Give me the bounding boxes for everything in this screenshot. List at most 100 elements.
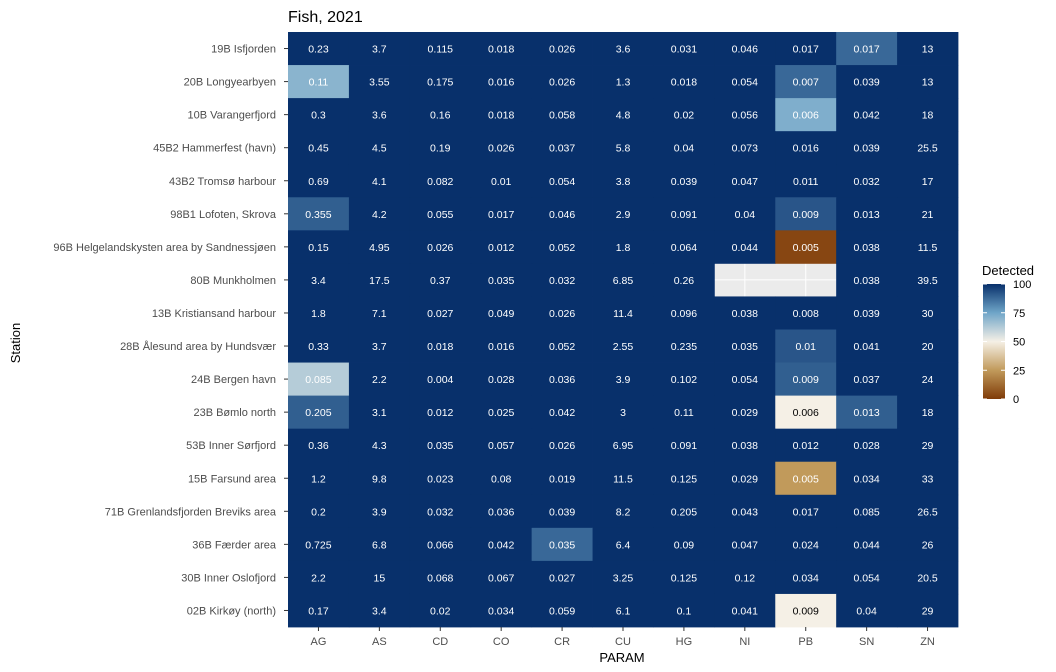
heatmap-cell [470, 164, 533, 198]
heatmap-cell [775, 65, 837, 99]
heatmap-cell [592, 65, 654, 99]
heatmap-cell [288, 65, 350, 99]
cell-value-label: 5.8 [616, 143, 631, 155]
heatmap-cell [592, 197, 654, 231]
cell-value-label: 0.205 [305, 407, 331, 419]
heatmap-cell [714, 164, 776, 198]
y-tick-label: 02B Kirkøy (north) [187, 605, 276, 617]
cell-value-label: 0.035 [427, 440, 453, 452]
cell-value-label: 0.04 [856, 605, 877, 617]
cell-value-label: 8.2 [616, 506, 631, 518]
y-tick-label: 30B Inner Oslofjord [181, 572, 276, 584]
heatmap-cell [897, 593, 959, 628]
cell-value-label: 0.026 [549, 440, 575, 452]
heatmap-cell [531, 131, 593, 165]
x-tick-label: NI [739, 636, 750, 648]
heatmap-cell [531, 494, 593, 529]
cell-value-label: 0.044 [853, 539, 879, 551]
heatmap-cell [592, 131, 654, 165]
cell-value-label: 0.12 [735, 572, 756, 584]
cell-value-label: 0.064 [671, 242, 697, 254]
heatmap-cell [836, 395, 898, 430]
heatmap-cell [836, 428, 898, 463]
cell-value-label: 0.016 [488, 77, 514, 89]
x-tick-label: HG [676, 636, 693, 648]
heatmap-cell [470, 461, 533, 496]
cell-value-label: 0.019 [549, 473, 575, 485]
cell-value-label: 3.7 [372, 341, 387, 353]
cell-value-label: 0.009 [793, 209, 819, 221]
cell-value-label: 0.19 [430, 143, 451, 155]
cell-value-label: 2.9 [616, 209, 631, 221]
legend-tick-label: 50 [1013, 337, 1025, 349]
cell-value-label: 0.054 [549, 176, 575, 188]
heatmap-cell [897, 197, 959, 231]
cell-value-label: 3.1 [372, 407, 387, 419]
cell-value-label: 0.17 [308, 605, 329, 617]
heatmap-cell [288, 329, 350, 363]
heatmap-cell [897, 560, 959, 595]
heatmap-cell [531, 98, 593, 132]
y-axis-tick-labels: 19B Isfjorden 20B Longyearbyen 10B Varange… [53, 44, 288, 617]
heatmap-cell [470, 560, 533, 595]
heatmap-cell [775, 131, 837, 165]
cell-value-label: 0.073 [732, 143, 758, 155]
heatmap-cell [348, 32, 411, 66]
heatmap-cell [775, 461, 837, 496]
cell-value-label: 11.5 [613, 473, 633, 485]
heatmap-cell [897, 32, 959, 66]
heatmap-cell [470, 65, 533, 99]
heatmap-cell [409, 362, 472, 397]
cell-value-label: 0.018 [488, 110, 514, 122]
cell-value-label: 0.034 [488, 605, 514, 617]
cell-value-label: 33 [922, 473, 934, 485]
heatmap-cell [348, 263, 411, 297]
heatmap-cell [348, 395, 411, 430]
heatmap-cell [531, 296, 593, 330]
cell-value-label: 6.4 [616, 539, 631, 551]
heatmap-cell [409, 65, 472, 99]
legend-tick-label: 25 [1013, 365, 1025, 377]
cell-value-label: 29 [922, 605, 934, 617]
heatmap-cell [348, 131, 411, 165]
heatmap-cell [775, 230, 837, 264]
cell-value-label: 0.068 [427, 572, 453, 584]
y-tick-label: 43B2 Tromsø harbour [169, 176, 276, 188]
cell-value-label: 39.5 [917, 275, 938, 287]
cell-value-label: 0.23 [308, 44, 329, 56]
heatmap-cell [653, 65, 715, 99]
cell-value-label: 0.125 [671, 572, 697, 584]
cell-value-label: 0.45 [308, 143, 329, 155]
cell-value-label: 0.08 [491, 473, 512, 485]
heatmap-cell [714, 98, 776, 132]
heatmap-cell [348, 362, 411, 397]
cell-value-label: 18 [922, 407, 934, 419]
cell-value-label: 11.5 [918, 242, 938, 254]
heatmap-cell [409, 197, 472, 231]
heatmap-cell [348, 98, 411, 132]
heatmap-cell [714, 428, 776, 463]
legend: Detected 0 25 50 75 100 [982, 263, 1034, 406]
cell-value-label: 0.024 [793, 539, 819, 551]
heatmap-cell [836, 461, 898, 496]
heatmap-cell [775, 494, 837, 529]
heatmap-cell [288, 164, 350, 198]
cell-value-label: 0.032 [549, 275, 575, 287]
heatmap-cell [409, 560, 472, 595]
heatmap-cell [836, 230, 898, 264]
cell-value-label: 0.026 [488, 143, 514, 155]
cell-value-label: 1.8 [311, 308, 326, 320]
cell-value-label: 0.039 [549, 506, 575, 518]
heatmap-cell [288, 98, 350, 132]
cell-value-label: 0.102 [671, 374, 697, 386]
heatmap-cell [653, 263, 715, 297]
cell-value-label: 0.085 [853, 506, 879, 518]
cell-value-label: 0.035 [549, 539, 575, 551]
heatmap-cell [288, 494, 350, 529]
heatmap-cell [714, 329, 776, 363]
cell-value-label: 0.046 [732, 44, 758, 56]
heatmap-cell [348, 527, 411, 562]
cell-value-label: 0.025 [488, 407, 514, 419]
heatmap-cell [836, 527, 898, 562]
cell-value-label: 0.004 [427, 374, 453, 386]
